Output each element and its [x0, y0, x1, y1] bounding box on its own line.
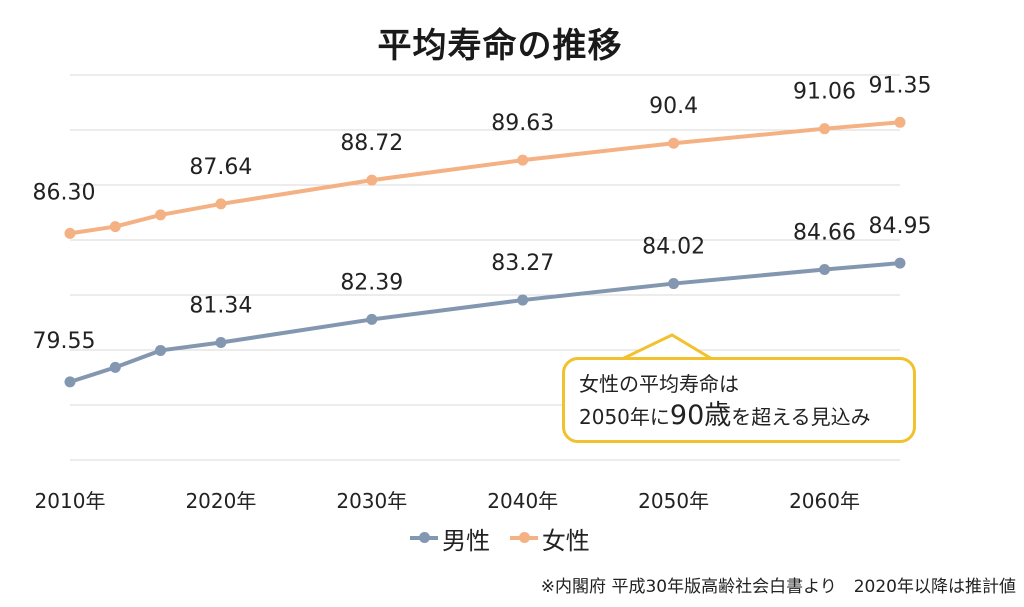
data-label: 89.63	[491, 111, 554, 136]
data-point	[215, 337, 227, 349]
data-label: 88.72	[340, 131, 403, 156]
data-label: 84.95	[869, 214, 932, 239]
callout-line-2-prefix: 2050年に	[579, 405, 670, 429]
data-point	[517, 154, 529, 166]
data-point	[668, 137, 680, 149]
data-point	[894, 116, 906, 128]
data-label: 91.06	[793, 80, 856, 105]
x-tick-label: 2040年	[487, 489, 558, 513]
x-tick-label: 2030年	[336, 489, 407, 513]
x-tick-label: 2020年	[185, 489, 256, 513]
data-label: 81.34	[189, 294, 252, 319]
callout-highlight: 90歳	[669, 400, 732, 431]
data-point	[366, 313, 378, 325]
data-point	[668, 278, 680, 290]
data-label: 79.55	[33, 329, 96, 354]
source-note: ※内閣府 平成30年版高齢社会白書より 2020年以降は推計値	[540, 577, 1016, 597]
data-point	[215, 198, 227, 210]
legend-swatch-female	[509, 532, 538, 543]
chart-title: 平均寿命の推移	[377, 26, 623, 66]
data-point	[517, 294, 529, 306]
legend-item-female: 女性	[509, 521, 590, 556]
callout-line-2-suffix: を超える見込み	[731, 405, 871, 429]
legend-item-male: 男性	[410, 521, 490, 556]
annotation-callout: 女性の平均寿命は 2050年に90歳を超える見込み	[562, 357, 916, 443]
data-label: 86.30	[33, 180, 96, 205]
data-point	[109, 221, 121, 233]
legend-label-male: 男性	[442, 526, 491, 555]
callout-line-2: 2050年に90歳を超える見込み	[579, 400, 899, 433]
data-point	[819, 263, 831, 275]
data-label: 84.02	[642, 235, 705, 260]
data-label: 91.35	[869, 73, 932, 98]
data-point	[109, 361, 121, 373]
data-label: 84.66	[793, 220, 856, 245]
data-label: 82.39	[340, 270, 403, 295]
legend-label-female: 女性	[541, 526, 590, 555]
data-point	[64, 376, 76, 388]
data-label: 90.4	[649, 94, 698, 119]
data-point	[894, 257, 906, 269]
data-point	[155, 344, 167, 356]
callout-line-1: 女性の平均寿命は	[579, 372, 739, 396]
data-label: 83.27	[491, 251, 554, 276]
data-point	[819, 123, 831, 135]
legend-swatch-male	[410, 532, 439, 543]
chart-legend: 男性 女性	[0, 518, 1000, 556]
x-tick-label: 2060年	[789, 489, 860, 513]
x-tick-label: 2010年	[35, 489, 106, 513]
data-point	[64, 227, 76, 239]
x-tick-label: 2050年	[638, 489, 709, 513]
data-point	[155, 209, 167, 221]
data-point	[366, 174, 378, 186]
data-label: 87.64	[189, 155, 252, 180]
